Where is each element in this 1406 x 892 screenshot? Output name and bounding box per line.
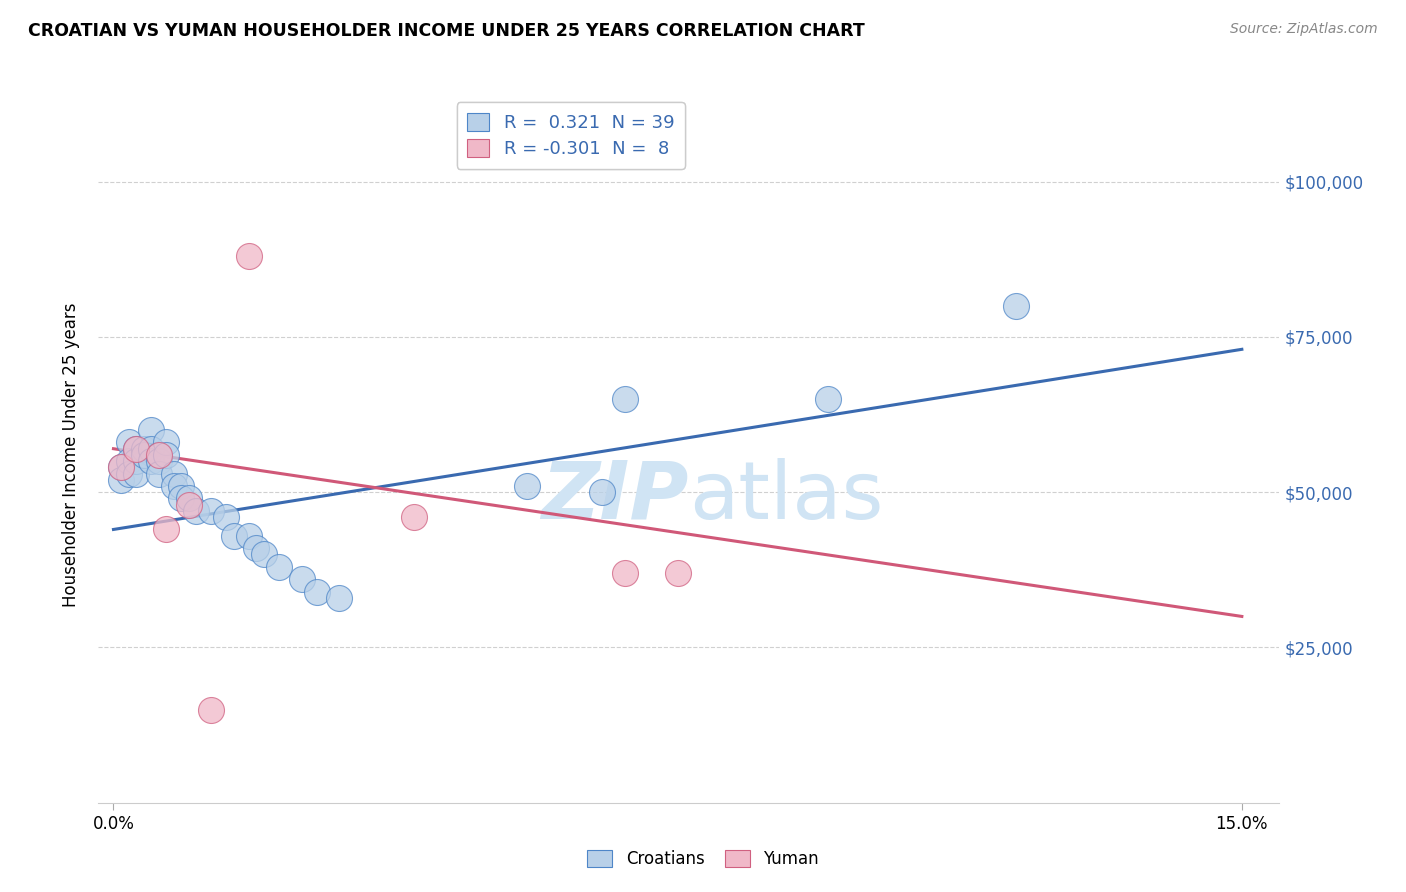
Point <box>139 423 162 437</box>
Point <box>215 510 238 524</box>
Point <box>110 460 132 475</box>
Text: ZIP: ZIP <box>541 458 689 536</box>
Point <box>117 454 139 468</box>
Point <box>591 485 613 500</box>
Point <box>305 584 328 599</box>
Text: Source: ZipAtlas.com: Source: ZipAtlas.com <box>1230 22 1378 37</box>
Point <box>117 467 139 481</box>
Point <box>132 448 155 462</box>
Point <box>245 541 267 555</box>
Point <box>200 703 222 717</box>
Point <box>132 442 155 456</box>
Point <box>125 454 148 468</box>
Point <box>110 473 132 487</box>
Point <box>817 392 839 406</box>
Point <box>267 559 290 574</box>
Point <box>1005 299 1028 313</box>
Point <box>110 460 132 475</box>
Point <box>170 479 193 493</box>
Text: atlas: atlas <box>689 458 883 536</box>
Point <box>155 448 177 462</box>
Point <box>155 435 177 450</box>
Point <box>404 510 426 524</box>
Point <box>238 529 260 543</box>
Point <box>125 467 148 481</box>
Point <box>666 566 689 580</box>
Point <box>177 491 200 506</box>
Legend: Croatians, Yuman: Croatians, Yuman <box>581 843 825 875</box>
Point <box>163 467 186 481</box>
Text: CROATIAN VS YUMAN HOUSEHOLDER INCOME UNDER 25 YEARS CORRELATION CHART: CROATIAN VS YUMAN HOUSEHOLDER INCOME UND… <box>28 22 865 40</box>
Point <box>148 454 170 468</box>
Point <box>186 504 208 518</box>
Point <box>125 442 148 456</box>
Point <box>222 529 245 543</box>
Point <box>117 435 139 450</box>
Point <box>139 454 162 468</box>
Point <box>253 547 276 561</box>
Point <box>328 591 350 605</box>
Point <box>139 442 162 456</box>
Point <box>516 479 538 493</box>
Point <box>148 448 170 462</box>
Point <box>177 498 200 512</box>
Point <box>148 448 170 462</box>
Point <box>614 566 637 580</box>
Point <box>290 572 312 586</box>
Point <box>200 504 222 518</box>
Point <box>125 442 148 456</box>
Legend: R =  0.321  N = 39, R = -0.301  N =  8: R = 0.321 N = 39, R = -0.301 N = 8 <box>457 103 685 169</box>
Point <box>238 249 260 263</box>
Point <box>155 523 177 537</box>
Y-axis label: Householder Income Under 25 years: Householder Income Under 25 years <box>62 302 80 607</box>
Point <box>163 479 186 493</box>
Point <box>614 392 637 406</box>
Point <box>170 491 193 506</box>
Point <box>148 467 170 481</box>
